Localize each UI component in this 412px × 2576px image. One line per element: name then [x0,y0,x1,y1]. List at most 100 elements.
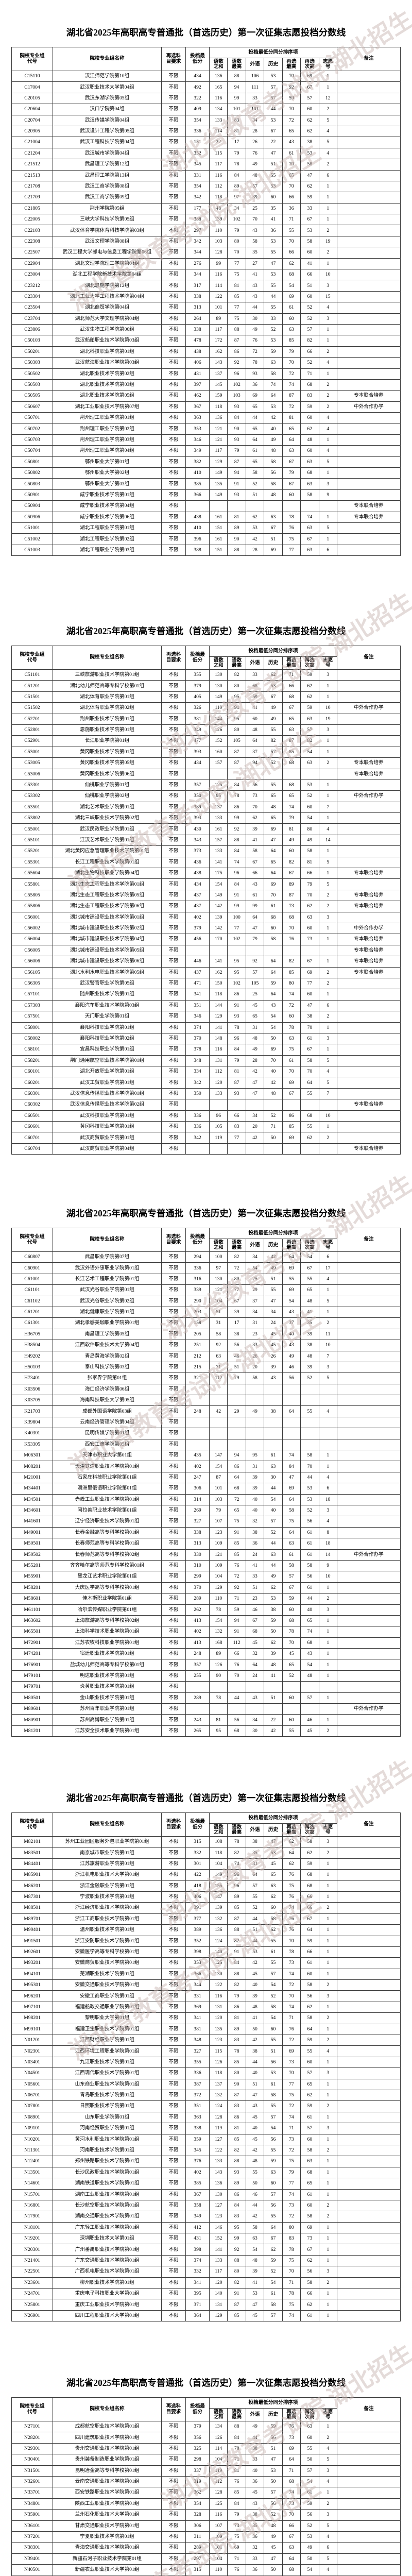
cell-requirement: 不限 [161,2166,186,2179]
cell-tie-sum [209,944,228,957]
cell-tie-re-max: 74 [282,989,301,1001]
cell-remark [337,1450,401,1462]
cell-tie-re-max: 80 [282,2222,301,2234]
cell-name: 张家界学院第01组 [53,1372,162,1384]
cell-tie-max: 44 [227,1692,246,1704]
cell-tie-re-max: 54 [282,1295,301,1307]
cell-tie-max: 84 [227,2498,246,2510]
cell-tie-re-max: 68 [282,2476,301,2488]
cell-requirement: 不限 [161,956,186,968]
cell-tie-history [264,944,283,957]
cell-remark [337,2189,401,2200]
cell-tie-foreign: 40 [245,2123,265,2134]
cell-requirement: 不限 [161,691,186,703]
cell-min-score: 406 [185,1891,210,1903]
cell-name: 河南经贸职业学院第01组 [53,2123,162,2134]
cell-tie-foreign: 52 [245,478,265,490]
cell-tie-foreign: 31 [245,1461,265,1472]
cell-tie-re-max: 64 [282,2553,301,2565]
cell-min-score: 338 [185,1527,210,1539]
cell-tie-foreign: 51 [245,1924,265,1936]
cell-requirement: 不限 [161,801,186,814]
cell-code: M80501 [11,1692,53,1704]
cell-code: M50502 [11,1549,53,1561]
cell-tie-history: 52 [264,1110,283,1122]
cell-requirement: 不限 [161,878,186,890]
cell-min-score: 363 [185,412,210,424]
cell-tie-sum: 132 [209,2089,228,2102]
cell-tie-re-max: 60 [282,1604,301,1616]
cell-remark [337,225,401,236]
cell-code: C55604 [11,868,53,879]
cell-requirement: 不限 [161,1110,186,1122]
cell-tie-wish: 4 [318,823,338,835]
cell-tie-wish: 2 [318,977,338,990]
cell-min-score: 332 [185,2266,210,2278]
cell-min-score: 336 [185,1121,210,1133]
cell-requirement: 不限 [161,478,186,490]
cell-tie-foreign: 53 [245,1946,265,1958]
cell-tie-sum: 152 [209,735,228,747]
cell-tie-re-second: 74 [300,1626,319,1638]
table-row: M08201 天津铁道职业技术学院第01组 不限 402 154 86 31 63 84 70 1 [11,1461,401,1472]
table-row: M49001 长春金融高等专科学校第01组 不限 338 123 91 38 52 64 61 8 [11,1527,401,1539]
cell-tie-wish: 5 [318,1295,338,1307]
cell-tie-max: 89 [227,180,246,193]
cell-tie-wish: 2 [318,1979,338,1991]
cell-tie-max: 85 [227,1549,246,1561]
cell-code: H49202 [11,1350,53,1362]
cell-tie-wish: 7 [318,1088,338,1100]
cell-name: 武汉光谷职业学院第01组 [53,1284,162,1296]
cell-tie-re-max: 72 [282,2144,301,2157]
cell-tie-re-max: 70 [282,2067,301,2079]
cell-code: C50607 [11,401,53,413]
table-row: N27101 成都航空职业技术学院第01组 不限 379 134 88 49 59 76 63 1 [11,2420,401,2433]
cell-remark [337,104,401,115]
cell-requirement: 不限 [161,114,186,126]
cell-requirement: 不限 [161,500,186,512]
cell-tie-max: 103 [227,390,246,402]
cell-remark [337,1670,401,1682]
cell-tie-foreign: 93 [245,368,265,380]
cell-tie-foreign: 35 [245,2520,265,2532]
table-row: C21805 荆州学院第05组 不限 177 48 34 25 35 36 33 1 [11,202,401,215]
cell-min-score: 437 [185,901,210,912]
cell-tie-re-second: 58 [300,489,319,501]
table-row: N12401 郑州铁路职业技术学院第01组 不限 376 133 88 48 59 75 63 1 [11,2156,401,2167]
cell-tie-foreign: 43 [245,2100,265,2112]
cell-tie-sum: 175 [209,868,228,879]
cell-requirement: 不限 [161,401,186,413]
cell-name: 昆明传媒学院第01组 [53,1428,162,1439]
cell-code: M85901 [11,1869,53,1881]
table-row: C50906 咸宁职业技术学院第06组 不限 438 161 81 62 63 78 74 1 专本联… [11,511,401,523]
cell-remark [337,2211,401,2223]
cell-name: 湖北黄冈应急管理职业技术学院第01组 [53,845,162,857]
cell-tie-sum: 149 [209,489,228,501]
cell-tie-history: 64 [264,967,283,978]
cell-tie-history: 30 [264,1471,283,1484]
cell-min-score: 478 [185,335,210,347]
table-row: C57303 襄阳汽车职业技术学院第03组 不限 351 144 91 45 43 72 47 6 [11,999,401,1012]
cell-tie-re-second: 62 [300,2255,319,2267]
cell-requirement: 不限 [161,2100,186,2112]
document-page-4: 湖北省教育考试院 湖北招生 湖北省教育考试院 湖北招生 湖北省2025年高职高专普通… [0,1749,412,2334]
cell-remark [337,669,401,681]
cell-min-score: 311 [185,2531,210,2543]
cell-tie-history: 58 [264,456,283,468]
cell-name: 武汉警官职业学院第05组 [53,977,162,990]
cell-tie-history: 45 [264,2542,283,2554]
cell-remark [337,1714,401,1726]
cell-code: C23212 [11,280,53,292]
cell-tie-sum: 131 [209,2001,228,2013]
cell-tie-re-second [300,1383,319,1396]
cell-tie-history: 57 [264,92,283,105]
table-row: C60901 武汉外语外事职业学院第01组 不限 336 97 72 54 49 69 67 17 [11,1262,401,1274]
cell-requirement: 不限 [161,2089,186,2102]
table-row: C23704 湖北师范大学文理学院第04组 不限 264 89 75 30 33 60 52 3 [11,313,401,325]
cell-min-score: 301 [185,1858,210,1870]
cell-code: C20905 [11,125,53,138]
cell-min-score: 397 [185,379,210,391]
cell-requirement: 不限 [161,1714,186,1726]
header-tie-foreign-language: 外语 [245,1823,265,1837]
cell-tie-foreign: 28 [245,544,265,556]
